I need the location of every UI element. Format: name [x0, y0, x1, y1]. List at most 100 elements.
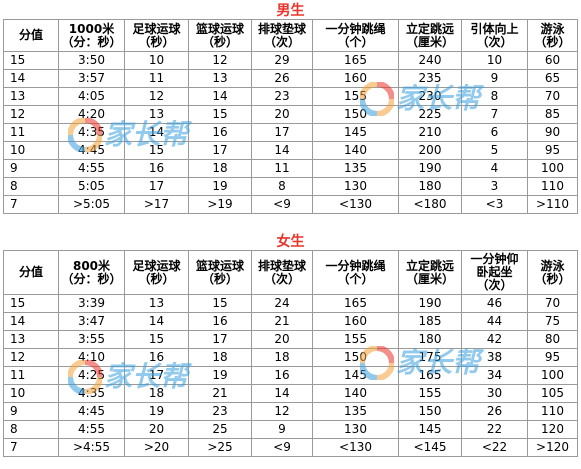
table-row: 9 4:55 16 18 11 135 190 4 100 — [3, 159, 578, 178]
value-cell: 29 — [251, 51, 313, 70]
value-cell: >17 — [124, 195, 189, 214]
value-cell: 175 — [398, 348, 462, 367]
value-cell: 34 — [461, 366, 528, 385]
value-cell: 21 — [188, 384, 252, 403]
female-header-line: （个） — [337, 271, 374, 286]
male-header-line: 足球运球 — [132, 21, 181, 36]
value-cell: 22 — [461, 420, 528, 439]
value-cell: 14 — [251, 384, 313, 403]
male-score-table: 分值 1000米 （分：秒） 足球运球 （秒） 篮球运球 （秒） 排球垫球 （次） 一分钟跳绳 （个… — [3, 19, 578, 214]
value-cell: 13 — [188, 69, 252, 88]
value-cell: 42 — [461, 330, 528, 349]
table-row: 7 >4:55 >20 >25 <9 <130 <145 <22 >120 — [3, 438, 578, 457]
score-cell: 9 — [3, 159, 59, 178]
table-row: 15 3:50 10 12 29 165 240 10 60 — [3, 51, 578, 70]
value-cell: 16 — [251, 366, 313, 385]
value-cell: 8 — [251, 177, 313, 196]
value-cell: 240 — [398, 51, 462, 70]
value-cell: 140 — [312, 384, 399, 403]
value-cell: 24 — [251, 294, 313, 313]
female-header-cell: 立定跳远 （厘米） — [398, 250, 462, 295]
female-header-cell: 800米 （分：秒） — [58, 250, 125, 295]
male-header-line: （次） — [476, 34, 513, 49]
female-header-line: 足球运球 — [132, 258, 181, 273]
value-cell: 38 — [461, 348, 528, 367]
value-cell: 230 — [398, 87, 462, 106]
value-cell: 140 — [312, 141, 399, 160]
value-cell: 18 — [188, 348, 252, 367]
value-cell: >20 — [124, 438, 189, 457]
value-cell: 180 — [398, 177, 462, 196]
female-header-cell: 足球运球 （秒） — [124, 250, 189, 295]
value-cell: 3:55 — [58, 330, 125, 349]
value-cell: 70 — [527, 87, 578, 106]
score-cell: 13 — [3, 330, 59, 349]
male-header-cell: 一分钟跳绳 （个） — [312, 19, 399, 52]
male-header-row: 分值 1000米 （分：秒） 足球运球 （秒） 篮球运球 （秒） 排球垫球 （次） 一分钟跳绳 （个… — [3, 19, 578, 52]
score-cell: 9 — [3, 402, 59, 421]
female-header-line: 一分钟仰 — [470, 252, 519, 266]
value-cell: 180 — [398, 330, 462, 349]
value-cell: 4:35 — [58, 123, 125, 142]
score-cell: 8 — [3, 420, 59, 439]
value-cell: 13 — [124, 294, 189, 313]
table-row: 10 4:45 15 17 14 140 200 5 95 — [3, 141, 578, 160]
value-cell: 14 — [124, 312, 189, 331]
value-cell: <3 — [461, 195, 528, 214]
value-cell: 130 — [312, 177, 399, 196]
value-cell: 15 — [124, 330, 189, 349]
female-header-cell: 一分钟仰 卧起坐 （次） — [461, 250, 528, 295]
male-header-line: 排球垫球 — [257, 21, 306, 36]
value-cell: 160 — [312, 312, 399, 331]
female-header-line: 卧起坐 — [476, 265, 513, 279]
value-cell: 25 — [188, 420, 252, 439]
value-cell: <180 — [398, 195, 462, 214]
score-cell: 12 — [3, 105, 59, 124]
male-section-title: 男生 — [276, 3, 305, 19]
value-cell: 20 — [251, 105, 313, 124]
female-header-line: （秒） — [201, 271, 238, 286]
male-header-line: （秒） — [201, 34, 238, 49]
value-cell: 4:25 — [58, 366, 125, 385]
value-cell: 160 — [312, 69, 399, 88]
male-header-line: 分值 — [18, 28, 43, 42]
female-header-line: 排球垫球 — [257, 258, 306, 273]
score-cell: 10 — [3, 141, 59, 160]
value-cell: 18 — [251, 348, 313, 367]
value-cell: 3 — [461, 177, 528, 196]
score-cell: 8 — [3, 177, 59, 196]
value-cell: 26 — [251, 69, 313, 88]
table-row: 14 3:57 11 13 26 160 235 9 65 — [3, 69, 578, 88]
value-cell: <9 — [251, 438, 313, 457]
male-header-cell: 游泳 （秒） — [527, 19, 578, 52]
value-cell: 4:10 — [58, 348, 125, 367]
value-cell: 19 — [124, 402, 189, 421]
value-cell: 225 — [398, 105, 462, 124]
female-header-cell: 游泳 （秒） — [527, 250, 578, 295]
value-cell: 120 — [527, 420, 578, 439]
value-cell: 17 — [124, 366, 189, 385]
value-cell: 130 — [312, 420, 399, 439]
value-cell: 6 — [461, 123, 528, 142]
male-header-line: 游泳 — [540, 21, 565, 36]
value-cell: >120 — [527, 438, 578, 457]
value-cell: 95 — [527, 141, 578, 160]
value-cell: 11 — [251, 159, 313, 178]
value-cell: 19 — [188, 366, 252, 385]
female-section-title: 女生 — [276, 234, 305, 250]
value-cell: 8 — [461, 87, 528, 106]
value-cell: 145 — [398, 420, 462, 439]
score-cell: 7 — [3, 195, 59, 214]
value-cell: 165 — [312, 294, 399, 313]
table-row: 8 5:05 17 19 8 130 180 3 110 — [3, 177, 578, 196]
value-cell: 60 — [527, 51, 578, 70]
value-cell: 16 — [188, 312, 252, 331]
score-cell: 14 — [3, 69, 59, 88]
value-cell: 145 — [312, 366, 399, 385]
female-header-line: 立定跳远 — [405, 258, 454, 273]
table-row: 11 4:25 17 19 16 145 165 34 100 — [3, 366, 578, 385]
value-cell: 65 — [527, 69, 578, 88]
female-header-line: 游泳 — [540, 258, 565, 273]
score-cell: 14 — [3, 312, 59, 331]
value-cell: 4:45 — [58, 402, 125, 421]
